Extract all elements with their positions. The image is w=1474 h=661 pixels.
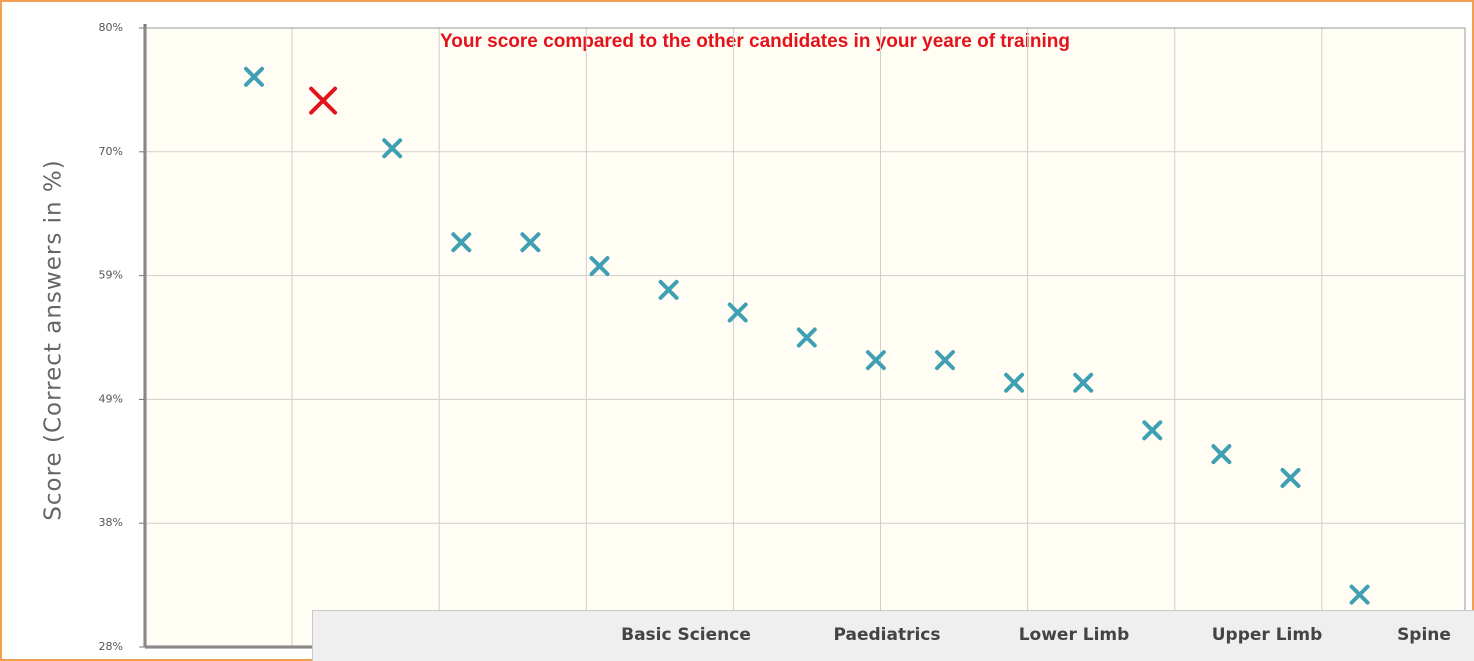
marker — [865, 350, 886, 371]
marker — [1073, 372, 1094, 393]
marker — [382, 138, 403, 159]
marker — [727, 302, 748, 323]
marker — [1280, 467, 1301, 488]
marker — [1004, 372, 1025, 393]
marker — [589, 256, 610, 277]
marker — [658, 279, 679, 300]
y-tick-label: 38% — [99, 516, 123, 529]
marker — [1349, 584, 1370, 605]
tab[interactable]: Upper Limb — [1211, 625, 1323, 645]
marker — [1142, 420, 1163, 441]
y-tick-label: 59% — [99, 269, 123, 282]
marker — [451, 232, 472, 253]
y-tick-label: 80% — [99, 21, 123, 34]
tab[interactable]: Basic Science — [621, 625, 751, 645]
y-axis-label: Score (Correct answers in %) — [41, 159, 67, 520]
marker — [309, 86, 338, 115]
tab[interactable]: Lower Limb — [1018, 625, 1130, 645]
chart-title: Your score compared to the other candida… — [440, 31, 1070, 52]
tab[interactable]: Spine — [1397, 625, 1451, 645]
y-tick-label: 70% — [99, 145, 123, 158]
tab-bar: Basic Science Paediatrics Lower Limb Upper … — [312, 610, 1474, 661]
y-tick-label: 28% — [99, 640, 123, 653]
marker — [935, 350, 955, 371]
marker — [796, 327, 817, 348]
y-tick-label: 49% — [99, 392, 123, 405]
marker — [244, 66, 264, 87]
marker — [1211, 444, 1232, 465]
tab[interactable]: Paediatrics — [833, 625, 941, 645]
marker — [520, 232, 541, 253]
